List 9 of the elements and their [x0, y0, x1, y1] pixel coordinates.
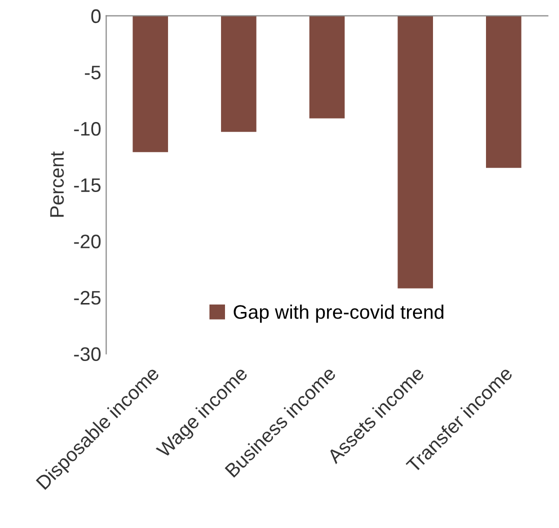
y-tick-label: -10 [74, 122, 101, 136]
y-tick-label: -30 [74, 347, 101, 361]
y-axis-title: Percent [50, 151, 64, 217]
y-tick-label: -20 [74, 234, 101, 248]
y-tick-label: -25 [74, 290, 101, 305]
legend-label: Gap with pre-covid trend [234, 304, 444, 323]
y-tick-label: -15 [74, 178, 101, 192]
y-tick-label: 0 [91, 9, 101, 24]
y-tick-label: -5 [84, 66, 101, 80]
